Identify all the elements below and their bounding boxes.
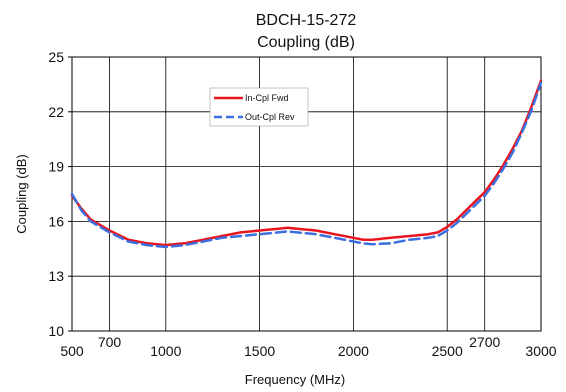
- legend-box: [209, 87, 309, 127]
- y-tick-label: 25: [48, 49, 64, 65]
- y-axis-ticks: 10 13 16 19 22 25: [48, 49, 72, 339]
- x-axis-label: Frequency (MHz): [245, 372, 345, 387]
- legend-label-series-1: In-Cpl Fwd: [245, 93, 289, 103]
- x-tick-label: 3000: [525, 343, 556, 359]
- series-lines: [70, 79, 543, 249]
- x-axis-ticks: 500 700 1000 1500 2000 2500 2700 3000: [60, 334, 556, 359]
- legend: In-Cpl Fwd Out-Cpl Rev: [209, 87, 309, 127]
- legend-label-series-2: Out-Cpl Rev: [245, 112, 295, 122]
- x-tick-label: 1500: [244, 343, 275, 359]
- x-tick-label: 2700: [469, 334, 500, 350]
- y-tick-label: 22: [48, 104, 64, 120]
- y-tick-label: 10: [48, 323, 64, 339]
- x-tick-label: 1000: [150, 343, 181, 359]
- series-line-2: [70, 81, 543, 249]
- chart-subtitle: Coupling (dB): [257, 34, 355, 51]
- x-tick-label: 2000: [338, 343, 369, 359]
- chart-title: BDCH-15-272: [256, 12, 357, 29]
- x-tick-label: 2500: [432, 343, 463, 359]
- y-tick-label: 16: [48, 213, 64, 229]
- series-line-1: [70, 79, 543, 247]
- y-tick-label: 19: [48, 159, 64, 175]
- y-tick-label: 13: [48, 268, 64, 284]
- x-tick-label: 500: [60, 343, 84, 359]
- y-axis-label: Coupling (dB): [14, 154, 29, 234]
- x-tick-label: 700: [98, 334, 122, 350]
